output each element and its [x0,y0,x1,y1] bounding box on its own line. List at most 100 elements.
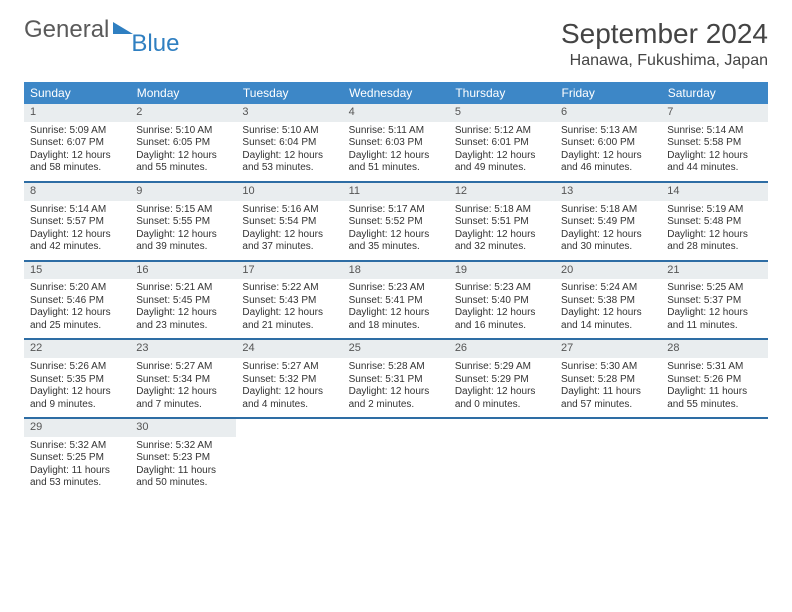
day-body: Sunrise: 5:13 AMSunset: 6:00 PMDaylight:… [555,122,661,181]
daylight-text: Daylight: 12 hours [455,307,549,320]
day-body: Sunrise: 5:30 AMSunset: 5:28 PMDaylight:… [555,358,661,417]
sunrise-text: Sunrise: 5:21 AM [136,282,230,295]
day-number: 14 [661,183,767,201]
logo-triangle-icon [113,22,133,34]
calendar-page: General Blue September 2024 Hanawa, Fuku… [0,0,792,612]
day-body: Sunrise: 5:17 AMSunset: 5:52 PMDaylight:… [343,201,449,260]
sunset-text: Sunset: 5:29 PM [455,374,549,387]
calendar-body: 1Sunrise: 5:09 AMSunset: 6:07 PMDaylight… [24,104,768,496]
day-cell: 19Sunrise: 5:23 AMSunset: 5:40 PMDayligh… [449,261,555,340]
day-cell: 22Sunrise: 5:26 AMSunset: 5:35 PMDayligh… [24,339,130,418]
daylight-text: and 50 minutes. [136,477,230,490]
day-body: Sunrise: 5:25 AMSunset: 5:37 PMDaylight:… [661,279,767,338]
day-body: Sunrise: 5:28 AMSunset: 5:31 PMDaylight:… [343,358,449,417]
sunset-text: Sunset: 5:43 PM [242,295,336,308]
sunset-text: Sunset: 5:57 PM [30,216,124,229]
daylight-text: and 55 minutes. [667,399,761,412]
month-title: September 2024 [561,18,768,50]
day-cell: 21Sunrise: 5:25 AMSunset: 5:37 PMDayligh… [661,261,767,340]
day-cell: 29Sunrise: 5:32 AMSunset: 5:25 PMDayligh… [24,418,130,496]
sunrise-text: Sunrise: 5:30 AM [561,361,655,374]
daylight-text: and 57 minutes. [561,399,655,412]
day-body: Sunrise: 5:23 AMSunset: 5:40 PMDaylight:… [449,279,555,338]
day-cell: 8Sunrise: 5:14 AMSunset: 5:57 PMDaylight… [24,182,130,261]
daylight-text: and 53 minutes. [30,477,124,490]
sunset-text: Sunset: 5:45 PM [136,295,230,308]
day-cell: 28Sunrise: 5:31 AMSunset: 5:26 PMDayligh… [661,339,767,418]
daylight-text: and 46 minutes. [561,162,655,175]
day-body: Sunrise: 5:09 AMSunset: 6:07 PMDaylight:… [24,122,130,181]
sunrise-text: Sunrise: 5:17 AM [349,204,443,217]
daylight-text: and 58 minutes. [30,162,124,175]
day-body: Sunrise: 5:31 AMSunset: 5:26 PMDaylight:… [661,358,767,417]
week-row: 8Sunrise: 5:14 AMSunset: 5:57 PMDaylight… [24,182,768,261]
calendar-table: Sunday Monday Tuesday Wednesday Thursday… [24,82,768,496]
sunrise-text: Sunrise: 5:18 AM [455,204,549,217]
day-number: 3 [236,104,342,122]
daylight-text: and 14 minutes. [561,320,655,333]
sunrise-text: Sunrise: 5:32 AM [136,440,230,453]
day-number: 9 [130,183,236,201]
day-cell: 11Sunrise: 5:17 AMSunset: 5:52 PMDayligh… [343,182,449,261]
sunrise-text: Sunrise: 5:19 AM [667,204,761,217]
sunset-text: Sunset: 5:51 PM [455,216,549,229]
day-number: 5 [449,104,555,122]
day-body: Sunrise: 5:24 AMSunset: 5:38 PMDaylight:… [555,279,661,338]
day-number: 26 [449,340,555,358]
day-number: 12 [449,183,555,201]
day-number: 10 [236,183,342,201]
day-header-row: Sunday Monday Tuesday Wednesday Thursday… [24,82,768,104]
day-cell: 24Sunrise: 5:27 AMSunset: 5:32 PMDayligh… [236,339,342,418]
sunset-text: Sunset: 5:58 PM [667,137,761,150]
sunset-text: Sunset: 6:07 PM [30,137,124,150]
day-body: Sunrise: 5:27 AMSunset: 5:34 PMDaylight:… [130,358,236,417]
daylight-text: Daylight: 12 hours [455,150,549,163]
location: Hanawa, Fukushima, Japan [561,52,768,70]
day-number: 8 [24,183,130,201]
day-number: 2 [130,104,236,122]
sunrise-text: Sunrise: 5:13 AM [561,125,655,138]
sunrise-text: Sunrise: 5:20 AM [30,282,124,295]
daylight-text: Daylight: 12 hours [349,229,443,242]
day-number: 17 [236,262,342,280]
daylight-text: Daylight: 12 hours [136,150,230,163]
sunset-text: Sunset: 6:00 PM [561,137,655,150]
sunset-text: Sunset: 5:26 PM [667,374,761,387]
day-body: Sunrise: 5:18 AMSunset: 5:51 PMDaylight:… [449,201,555,260]
day-cell [343,418,449,496]
day-cell: 26Sunrise: 5:29 AMSunset: 5:29 PMDayligh… [449,339,555,418]
day-body: Sunrise: 5:29 AMSunset: 5:29 PMDaylight:… [449,358,555,417]
day-number: 13 [555,183,661,201]
logo-text-blue: Blue [131,32,179,56]
daylight-text: and 30 minutes. [561,241,655,254]
daylight-text: Daylight: 12 hours [30,150,124,163]
sunrise-text: Sunrise: 5:12 AM [455,125,549,138]
daylight-text: and 35 minutes. [349,241,443,254]
daylight-text: Daylight: 12 hours [242,386,336,399]
dayhead-monday: Monday [130,82,236,104]
day-cell: 15Sunrise: 5:20 AMSunset: 5:46 PMDayligh… [24,261,130,340]
day-cell: 9Sunrise: 5:15 AMSunset: 5:55 PMDaylight… [130,182,236,261]
sunset-text: Sunset: 5:31 PM [349,374,443,387]
day-body: Sunrise: 5:32 AMSunset: 5:23 PMDaylight:… [130,437,236,496]
sunrise-text: Sunrise: 5:28 AM [349,361,443,374]
logo-text-general: General [24,18,109,42]
sunrise-text: Sunrise: 5:10 AM [136,125,230,138]
day-number: 28 [661,340,767,358]
sunrise-text: Sunrise: 5:27 AM [136,361,230,374]
daylight-text: and 32 minutes. [455,241,549,254]
sunset-text: Sunset: 5:52 PM [349,216,443,229]
sunset-text: Sunset: 6:01 PM [455,137,549,150]
day-body: Sunrise: 5:18 AMSunset: 5:49 PMDaylight:… [555,201,661,260]
daylight-text: Daylight: 12 hours [136,307,230,320]
daylight-text: Daylight: 12 hours [30,307,124,320]
sunset-text: Sunset: 5:37 PM [667,295,761,308]
daylight-text: and 37 minutes. [242,241,336,254]
daylight-text: Daylight: 12 hours [349,150,443,163]
day-number: 30 [130,419,236,437]
sunset-text: Sunset: 5:32 PM [242,374,336,387]
day-body: Sunrise: 5:16 AMSunset: 5:54 PMDaylight:… [236,201,342,260]
day-cell: 23Sunrise: 5:27 AMSunset: 5:34 PMDayligh… [130,339,236,418]
sunset-text: Sunset: 5:28 PM [561,374,655,387]
daylight-text: Daylight: 12 hours [667,150,761,163]
